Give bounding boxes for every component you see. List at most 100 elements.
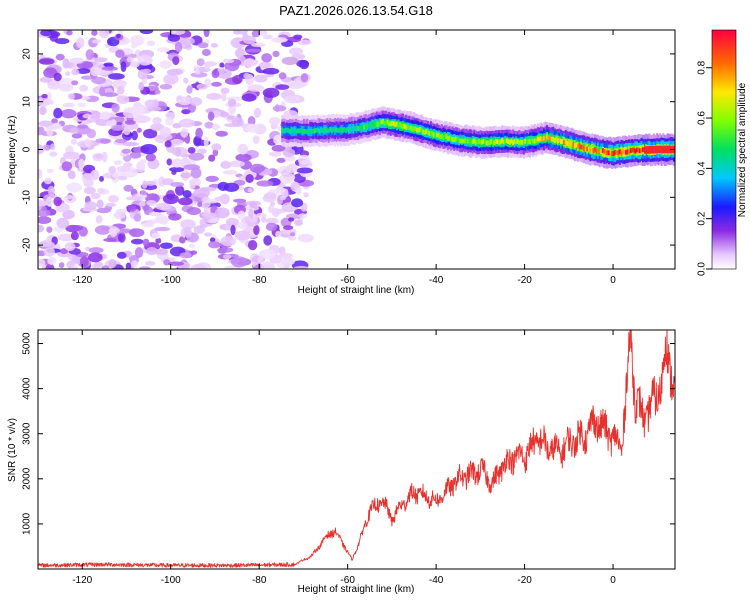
signal-cell: [611, 151, 614, 156]
noise-blob: [82, 113, 92, 119]
noise-blob: [171, 158, 183, 168]
signal-cell: [423, 130, 426, 135]
signal-cell: [570, 140, 573, 146]
noise-blob: [116, 95, 125, 103]
noise-blob: [113, 211, 126, 219]
noise-blob: [178, 197, 193, 206]
noise-blob: [60, 109, 77, 119]
signal-peak-cell: [659, 145, 662, 154]
noise-blob: [61, 161, 73, 172]
noise-blob: [40, 30, 53, 37]
noise-blob: [66, 30, 73, 36]
noise-blob: [252, 135, 260, 145]
signal-cell: [392, 121, 395, 127]
spectrogram-y-tick-label: 20: [22, 48, 33, 60]
spectrogram-y-label: Frequency (Hz): [7, 116, 18, 185]
noise-blob: [209, 237, 216, 243]
noise-blob: [262, 87, 280, 98]
noise-blob: [247, 240, 258, 251]
noise-blob: [116, 86, 125, 95]
signal-cell: [431, 131, 434, 137]
spectrogram-y-axis: -20 -10 0 10 20: [22, 48, 675, 252]
noise-blob: [233, 30, 241, 35]
noise-blob: [197, 201, 203, 208]
noise-blob: [222, 254, 232, 260]
signal-cell: [450, 136, 453, 142]
signal-cell: [354, 126, 357, 132]
signal-cell: [543, 135, 546, 141]
noise-blob: [155, 237, 162, 244]
noise-blob: [154, 89, 161, 95]
noise-blob: [47, 81, 61, 90]
noise-blob: [256, 212, 267, 218]
noise-blob: [102, 92, 119, 97]
signal-cell: [591, 147, 594, 152]
signal-cell: [583, 146, 586, 151]
signal-cell: [426, 129, 429, 135]
signal-peak-cell: [656, 145, 659, 154]
signal-peak-cell: [653, 145, 656, 154]
noise-blob: [222, 160, 230, 169]
noise-blob: [243, 59, 259, 64]
spectrogram-x-label: Height of straight line (km): [298, 285, 415, 296]
noise-blob: [216, 68, 232, 79]
signal-cell: [584, 145, 587, 151]
noise-blob: [95, 138, 112, 144]
noise-blob: [78, 158, 85, 170]
spectrogram-x-tick-label: -120: [72, 275, 92, 286]
signal-cell: [371, 122, 374, 128]
signal-peak-cell: [664, 145, 667, 154]
colorbar-gradient: [711, 29, 737, 270]
noise-blob: [142, 68, 152, 74]
noise-blob: [46, 125, 54, 137]
noise-blob: [88, 247, 104, 254]
noise-blob: [130, 260, 139, 268]
signal-cell: [595, 148, 598, 154]
noise-blob: [203, 136, 209, 148]
signal-cell: [454, 136, 457, 142]
noise-blob: [230, 224, 236, 236]
snr-y-tick-label: 4000: [22, 377, 33, 400]
signal-cell: [470, 139, 473, 145]
signal-cell: [524, 138, 527, 144]
noise-blob: [223, 182, 240, 192]
signal-cell: [614, 150, 617, 155]
signal-cell: [592, 148, 595, 153]
noise-blob: [144, 56, 152, 64]
noise-blob: [227, 98, 237, 107]
signal-cell: [391, 120, 394, 126]
noise-blob: [38, 200, 51, 206]
colorbar: 0.0 0.2 0.4 0.6 0.8 Normalized spectral ampl…: [697, 29, 748, 276]
signal-cell: [385, 120, 388, 126]
signal-peak-cell: [668, 145, 671, 154]
colorbar-label: Normalized spectral amplitude: [737, 82, 748, 217]
noise-blob: [146, 40, 156, 47]
signal-cell: [566, 141, 569, 146]
noise-blob: [285, 163, 298, 174]
noise-blob: [271, 37, 288, 43]
noise-blob: [220, 236, 237, 247]
colorbar-ticks: 0.0 0.2 0.4 0.6 0.8: [697, 60, 712, 276]
noise-blob: [178, 118, 195, 128]
noise-blob: [168, 213, 182, 221]
signal-cell: [285, 127, 288, 133]
noise-blob: [205, 175, 219, 182]
signal-cell: [440, 134, 443, 139]
noise-blob: [203, 232, 213, 237]
signal-cell: [303, 129, 306, 134]
signal-cell: [357, 126, 360, 131]
noise-blob: [114, 138, 127, 144]
noise-blob: [256, 180, 274, 187]
noise-blob: [144, 99, 158, 108]
noise-blob: [96, 199, 104, 209]
noise-blob: [188, 243, 196, 249]
snr-x-tick-label: -40: [429, 575, 444, 586]
noise-blob: [136, 127, 142, 133]
noise-blob: [81, 173, 94, 184]
noise-blob: [211, 143, 222, 151]
noise-blob: [251, 30, 260, 38]
noise-blob: [58, 83, 74, 92]
noise-blob: [280, 188, 289, 199]
signal-cell: [631, 147, 634, 153]
signal-cell: [632, 147, 635, 153]
